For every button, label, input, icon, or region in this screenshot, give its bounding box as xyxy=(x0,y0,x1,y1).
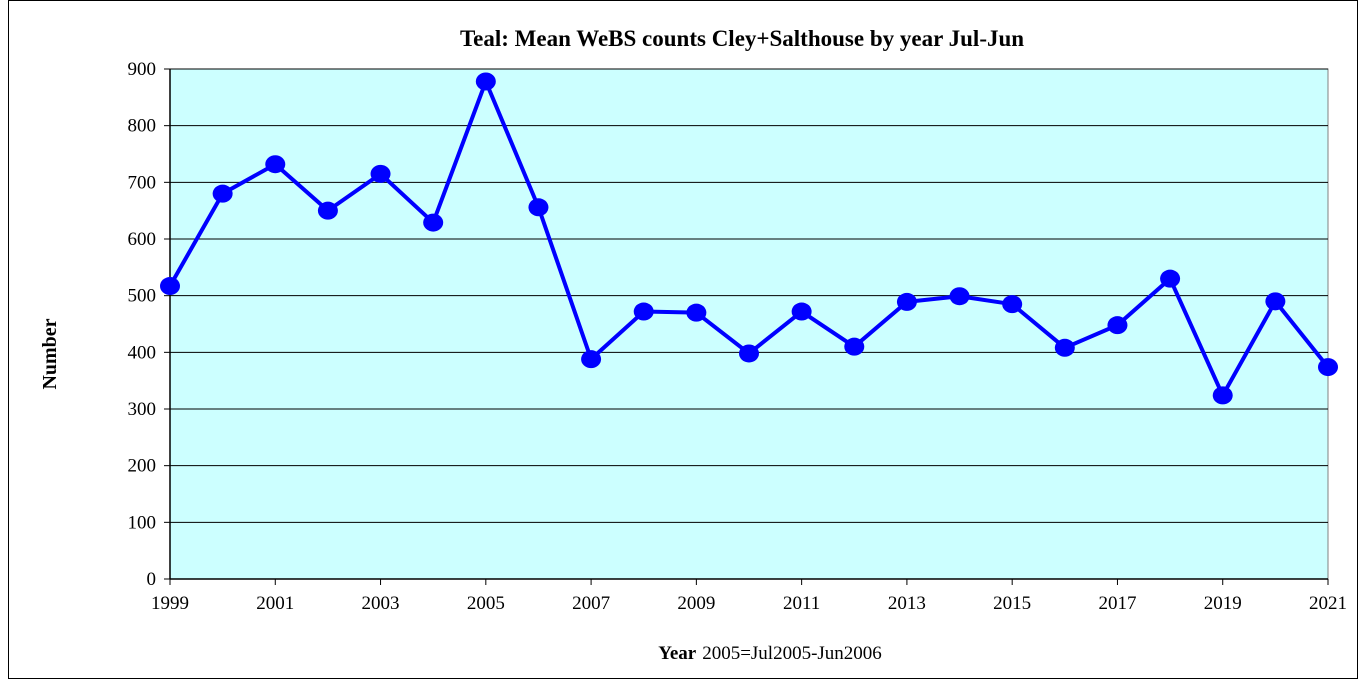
data-point-1999 xyxy=(160,277,180,296)
x-axis-label-detail: 2005=Jul2005-Jun2006 xyxy=(702,643,882,664)
plot-area xyxy=(169,68,1329,580)
data-point-2000 xyxy=(212,184,233,203)
y-tick-label-300: 300 xyxy=(128,399,157,420)
x-tick-label-2003: 2003 xyxy=(362,593,400,614)
data-point-2019 xyxy=(1212,386,1233,405)
y-tick-label-100: 100 xyxy=(128,512,157,533)
y-tick-label-900: 900 xyxy=(128,59,157,80)
y-tick-label-700: 700 xyxy=(128,172,157,193)
x-axis-label-bold: Year xyxy=(658,643,697,664)
y-tick-label-600: 600 xyxy=(128,229,157,250)
data-point-2002 xyxy=(317,201,338,220)
data-point-2013 xyxy=(896,292,917,311)
data-point-2016 xyxy=(1054,338,1075,357)
data-point-2009 xyxy=(686,303,707,322)
data-point-2001 xyxy=(265,155,286,174)
axes xyxy=(164,68,1329,585)
y-tick-label-500: 500 xyxy=(128,286,157,307)
x-tick-label-2019: 2019 xyxy=(1204,593,1242,614)
x-tick-labels: 1999 2001 2003 2005 2007 2009 2011 2013 2015 2017… xyxy=(151,593,1347,614)
x-tick-label-2005: 2005 xyxy=(467,593,505,614)
y-tick-label-200: 200 xyxy=(128,456,157,477)
data-point-2015 xyxy=(1002,295,1023,314)
data-point-2006 xyxy=(528,198,549,217)
data-point-2014 xyxy=(949,287,970,306)
x-tick-label-1999: 1999 xyxy=(151,593,189,614)
series-layer xyxy=(160,72,1338,405)
data-point-2005 xyxy=(475,72,496,91)
x-tick-label-2011: 2011 xyxy=(783,593,820,614)
data-point-2018 xyxy=(1160,269,1181,288)
x-tick-label-2007: 2007 xyxy=(572,593,610,614)
data-point-2010 xyxy=(739,344,759,363)
data-point-2004 xyxy=(423,213,444,232)
x-tick-label-2017: 2017 xyxy=(1098,593,1136,614)
data-point-2012 xyxy=(844,337,865,356)
y-tick-label-0: 0 xyxy=(147,569,157,590)
y-tick-labels: 0 100 200 300 400 500 600 700 800 900 xyxy=(128,59,157,590)
x-tick-label-2001: 2001 xyxy=(256,593,294,614)
data-point-2017 xyxy=(1107,316,1128,335)
chart-title: Teal: Mean WeBS counts Cley+Salthouse by… xyxy=(460,26,1024,51)
data-point-2011 xyxy=(791,302,812,321)
y-tick-label-800: 800 xyxy=(128,116,157,137)
x-tick-label-2015: 2015 xyxy=(993,593,1031,614)
data-point-2008 xyxy=(633,302,654,321)
y-tick-label-400: 400 xyxy=(128,342,157,363)
gridlines xyxy=(170,68,1328,523)
data-point-2007 xyxy=(581,350,602,369)
x-tick-label-2021: 2021 xyxy=(1309,593,1347,614)
data-point-2020 xyxy=(1265,292,1286,311)
data-point-2021 xyxy=(1318,358,1338,377)
x-tick-label-2009: 2009 xyxy=(677,593,715,614)
x-tick-label-2013: 2013 xyxy=(888,593,926,614)
y-axis-label: Number xyxy=(39,318,61,389)
data-point-2003 xyxy=(370,164,391,183)
x-axis-label: Year 2005=Jul2005-Jun2006 xyxy=(658,643,882,664)
